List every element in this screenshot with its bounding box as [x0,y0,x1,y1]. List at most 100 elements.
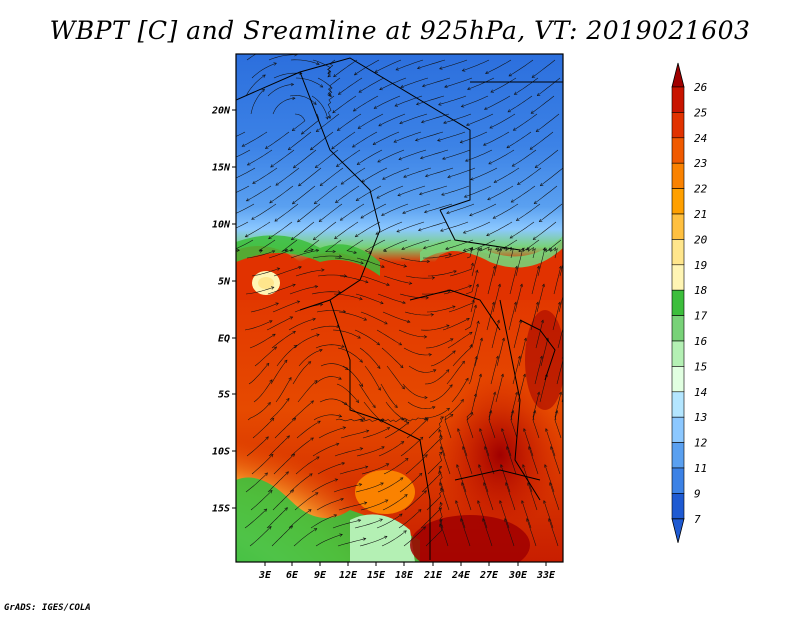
streamline [540,167,563,187]
colorbar-label: 7 [694,513,701,526]
streamline-arrow [555,409,559,414]
colorbar-swatch [671,467,685,494]
streamline-arrow [506,145,510,149]
streamline-arrow [402,300,406,305]
streamline-arrow [284,507,288,511]
streamline-arrow [474,355,478,360]
streamline-arrow [274,218,278,222]
colorbar-label: 19 [694,259,707,272]
streamline-arrow [275,182,279,186]
streamline [295,269,325,277]
streamline [483,482,494,511]
streamline-arrow [536,265,540,270]
streamline [438,502,444,529]
streamline [360,311,388,325]
streamline [487,185,514,201]
streamline-arrow [415,102,420,106]
lat-label: 15N [212,163,231,174]
streamline [495,374,504,403]
streamline [245,74,266,97]
streamline-arrow [263,508,268,512]
streamline [539,203,563,222]
streamline-arrow [511,163,516,167]
streamline-arrow [284,248,289,252]
streamline [417,59,446,69]
streamline-arrow [489,409,493,414]
streamline [376,329,402,346]
streamline-arrow [325,116,329,120]
streamline-arrow [482,142,487,146]
colorbar-swatch [671,416,685,443]
streamline [288,509,312,529]
streamline [355,293,384,304]
streamline [379,417,404,423]
streamline-arrow [245,198,250,202]
streamline [353,95,379,112]
streamline-arrow [465,122,470,126]
colorbar-label: 24 [694,132,707,145]
colorbar-label: 9 [694,487,701,500]
streamline-arrow [315,249,320,253]
streamline-arrow [327,115,332,119]
streamline [526,518,537,547]
streamline [486,221,513,236]
streamline-arrow [425,418,429,422]
streamline-arrow [515,217,520,221]
streamline [421,470,441,493]
streamline [251,268,280,277]
streamline [241,131,268,147]
streamline-arrow [268,236,272,240]
lat-label: 10S [212,447,230,458]
streamline-arrow [353,72,358,76]
streamline-arrow [504,518,508,522]
streamline-arrow [379,87,383,91]
streamline-arrow [517,181,521,185]
streamline-arrow [475,283,479,288]
streamline-arrow [439,501,443,506]
latitude-axis: 20N 15N 10N 5N EQ 5S 10S 15S [211,106,236,515]
streamline [268,54,298,61]
streamline-arrow [522,373,526,378]
streamline-arrow [359,447,364,451]
streamline-arrow [373,105,378,109]
streamline [462,59,490,72]
streamline [540,338,549,367]
streamline [361,167,388,183]
streamline [335,185,360,203]
colorbar-label: 25 [694,106,707,119]
streamline-arrow [533,200,538,204]
streamline [553,266,562,295]
streamline [464,185,492,198]
streamline-arrow [269,200,273,204]
streamline [296,420,321,439]
streamline-arrow [291,200,296,205]
streamline [439,59,468,70]
streamline [506,446,517,475]
streamline [341,167,366,185]
streamline [420,149,449,159]
streamline [504,518,515,547]
streamline-arrow [485,70,489,74]
streamline [545,428,556,457]
streamline-arrow [460,398,464,403]
streamline-arrow [336,163,340,167]
streamline [314,376,342,385]
streamline [378,441,404,457]
streamline-arrow [470,246,474,251]
streamline-arrow [365,429,370,433]
streamline-arrow [338,376,342,380]
colorbar-label: 13 [694,411,707,424]
streamline-arrow [483,482,487,486]
streamline-arrow [268,526,272,530]
streamline [528,446,539,475]
streamline [529,131,554,150]
streamline [523,428,534,457]
streamline [249,526,272,547]
streamline-arrow [533,409,537,414]
streamline [428,416,444,439]
streamline [484,95,511,110]
streamline-arrow [246,162,251,166]
streamline [508,59,534,77]
streamline [289,473,313,493]
streamline-arrow [467,86,471,91]
